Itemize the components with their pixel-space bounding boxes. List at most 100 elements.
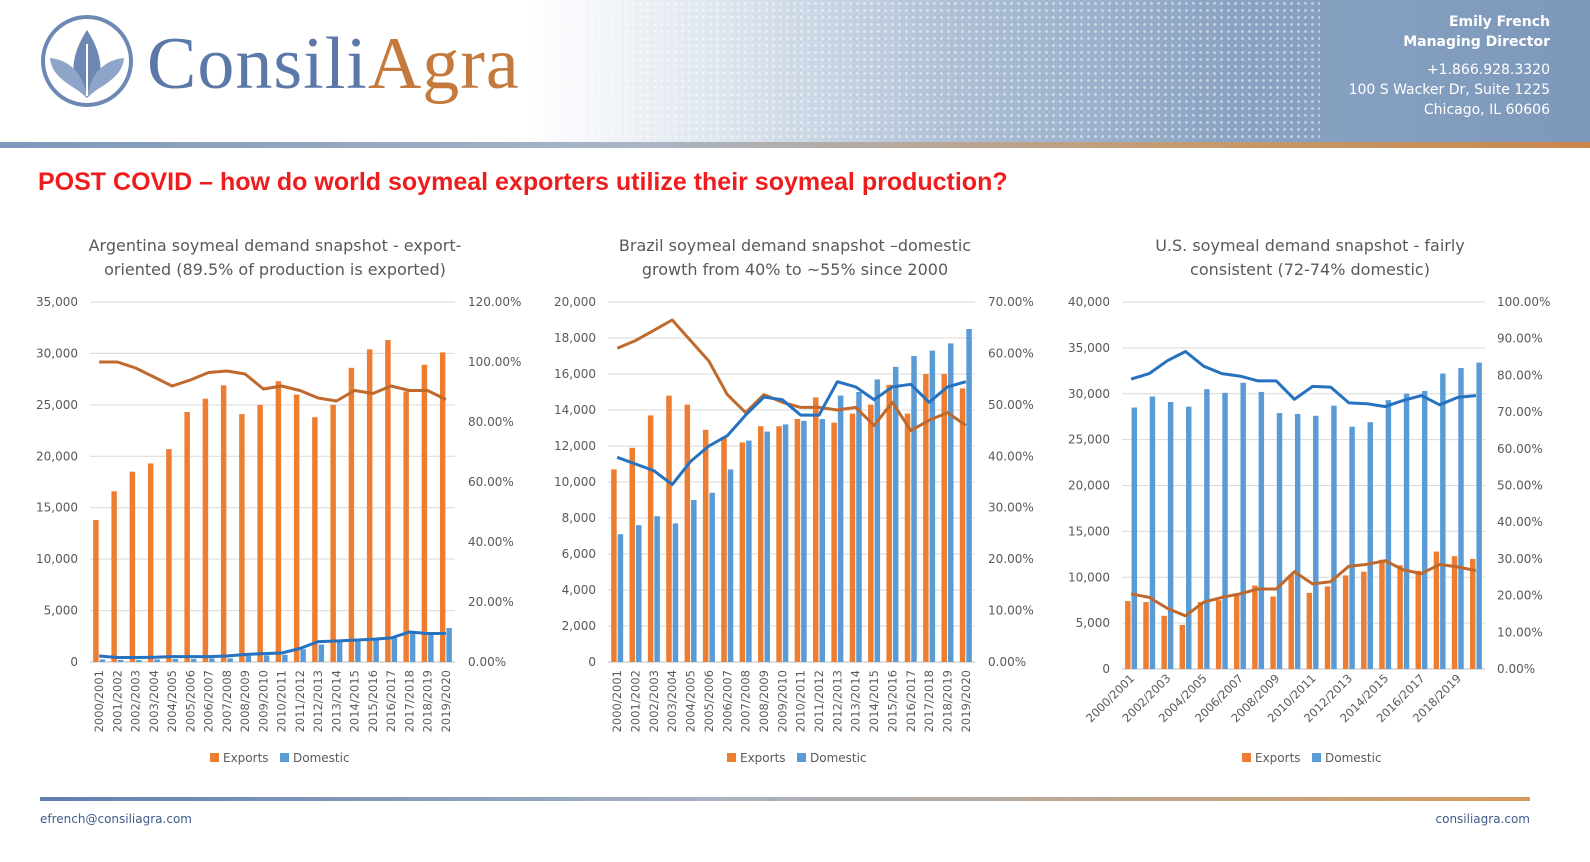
bar-exports: [1379, 559, 1385, 669]
bar-domestic: [172, 658, 179, 662]
bar-domestic: [355, 639, 361, 662]
bar-domestic: [636, 525, 642, 662]
contact-address2: Chicago, IL 60606: [1423, 102, 1550, 118]
y-tick-label: 4,000: [562, 583, 596, 597]
bar-domestic: [837, 395, 844, 662]
bar-exports: [868, 404, 874, 662]
y-tick-label: 8,000: [562, 511, 596, 525]
line-domestic-share: [1130, 350, 1477, 409]
x-category-label: 2006/2007: [720, 670, 734, 732]
bar-exports: [1397, 565, 1403, 669]
x-category-label: 2002/2003: [647, 670, 661, 732]
contact-role: Managing Director: [1403, 34, 1550, 50]
legend-label-domestic: Domestic: [810, 751, 867, 765]
bar-domestic: [709, 492, 715, 662]
bar-domestic: [428, 632, 434, 662]
bar-domestic: [947, 343, 954, 662]
footer-website-link[interactable]: consiliagra.com: [1435, 812, 1531, 826]
bar-domestic: [373, 638, 379, 662]
bar-exports: [220, 385, 227, 662]
chart-title-line1: Argentina soymeal demand snapshot - expo…: [88, 236, 462, 255]
y-tick-label: 15,000: [36, 501, 78, 515]
x-category-label: 2013/2014: [329, 670, 343, 732]
x-category-label: 2014/2015: [867, 670, 881, 732]
bar-exports: [385, 340, 391, 662]
legend-swatch-domestic: [280, 753, 289, 762]
y2-tick-label: 40.00%: [988, 449, 1034, 463]
bar-domestic: [1222, 392, 1228, 669]
bar-domestic: [874, 379, 881, 662]
x-category-label: 2007/2008: [220, 670, 234, 732]
footer-email-link[interactable]: efrench@consiliagra.com: [40, 812, 192, 826]
bar-domestic: [892, 366, 899, 662]
legend-label-domestic: Domestic: [1325, 751, 1382, 765]
bar-domestic: [911, 356, 917, 662]
chart-title-argentina: Argentina soymeal demand snapshot - expo…: [60, 234, 490, 282]
x-category-label: 2000/2001: [92, 670, 106, 732]
y2-tick-label: 10.00%: [1497, 625, 1543, 639]
chart-title-line2: consistent (72-74% domestic): [1190, 260, 1430, 279]
line-domestic-share: [616, 380, 967, 487]
y2-tick-label: 0.00%: [1497, 662, 1535, 676]
bar-exports: [923, 374, 929, 662]
x-category-label: 2016/2017: [904, 670, 918, 732]
x-category-label: 2008/2009: [238, 670, 252, 732]
bar-exports: [1179, 624, 1186, 669]
x-category-label: 2011/2012: [812, 670, 826, 732]
y-tick-label: 5,000: [1076, 616, 1110, 630]
x-category-label: 2003/2004: [147, 670, 161, 732]
y2-tick-label: 20.00%: [988, 552, 1034, 566]
chart-title-line2: oriented (89.5% of production is exporte…: [104, 260, 446, 279]
x-category-label: 2015/2016: [885, 670, 899, 732]
bar-domestic: [1131, 407, 1138, 669]
bar-exports: [1270, 596, 1276, 669]
bar-domestic: [190, 658, 197, 662]
bar-exports: [184, 412, 190, 662]
legend-label-exports: Exports: [740, 751, 786, 765]
contact-address1: 100 S Wacker Dr, Suite 1225: [1348, 82, 1550, 98]
bar-domestic: [1313, 415, 1319, 669]
legend-label-exports: Exports: [1255, 751, 1301, 765]
bar-domestic: [654, 516, 660, 662]
bar-exports: [1288, 574, 1294, 669]
y-tick-label: 12,000: [554, 439, 596, 453]
x-category-label: 2010/2011: [794, 670, 808, 732]
x-category-label: 2000/2001: [610, 670, 624, 732]
legend-swatch-exports: [1242, 753, 1251, 762]
bar-exports: [1361, 571, 1367, 669]
bar-exports: [1324, 586, 1331, 669]
bar-domestic: [764, 431, 770, 662]
bar-domestic: [819, 419, 826, 662]
bar-exports: [93, 520, 99, 662]
y-tick-label: 35,000: [36, 295, 78, 309]
bar-domestic: [966, 329, 972, 662]
bar-domestic: [1149, 396, 1156, 669]
y-tick-label: 16,000: [554, 367, 596, 381]
bar-domestic: [136, 659, 142, 662]
bar-exports: [1451, 556, 1458, 669]
bar-domestic: [1167, 402, 1174, 669]
bar-domestic: [227, 658, 233, 662]
y2-tick-label: 60.00%: [468, 475, 514, 489]
bar-exports: [776, 426, 782, 662]
brand-name-part2: Agra: [367, 23, 520, 105]
x-category-label: 2001/2002: [110, 670, 124, 732]
x-category-label: 2006/2007: [202, 670, 216, 732]
bar-domestic: [856, 392, 862, 662]
bar-exports: [348, 367, 355, 662]
bar-exports: [831, 422, 837, 662]
bar-domestic: [300, 649, 306, 662]
bar-exports: [330, 404, 336, 662]
bar-domestic: [154, 659, 160, 662]
bar-exports: [904, 413, 911, 662]
chart-title-line1: Brazil soymeal demand snapshot –domestic: [618, 236, 972, 255]
bar-exports: [1234, 593, 1240, 669]
x-category-label: 2017/2018: [402, 670, 416, 732]
bar-exports: [1433, 551, 1440, 669]
y-tick-label: 30,000: [36, 346, 78, 360]
x-category-label: 2012/2013: [311, 670, 325, 732]
x-category-label: 2009/2010: [775, 670, 789, 732]
y2-tick-label: 60.00%: [1497, 442, 1543, 456]
